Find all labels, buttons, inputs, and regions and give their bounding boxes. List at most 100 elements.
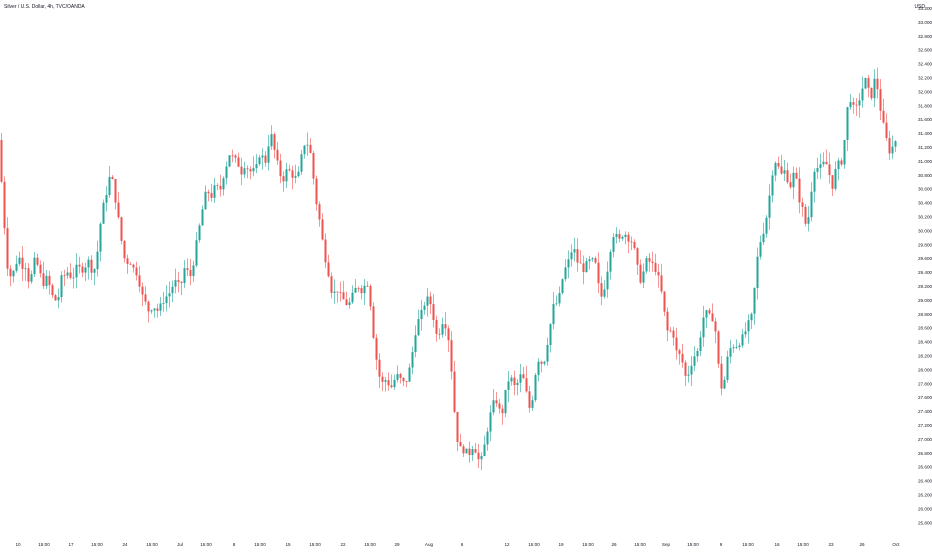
candle-down: [390, 385, 393, 388]
chart-title: Silver / U.S. Dollar, 4h, TVC/OANDA: [4, 4, 85, 10]
candle-down: [240, 166, 243, 175]
candle-up: [243, 168, 246, 175]
candle-down: [291, 170, 294, 178]
candle-down: [54, 295, 57, 301]
candle-down: [39, 264, 42, 274]
x-tick-label: Oct: [892, 542, 900, 547]
candle-up: [543, 361, 546, 364]
candles-layer: [0, 67, 897, 471]
candle-up: [174, 280, 177, 287]
candle-up: [552, 304, 555, 325]
candle-down: [540, 361, 543, 364]
candle-up: [723, 379, 726, 389]
candle-down: [714, 321, 717, 332]
candle-down: [378, 359, 381, 377]
candle-down: [132, 264, 135, 268]
candle-up: [93, 269, 96, 273]
candle-up: [297, 171, 300, 177]
candle-down: [855, 104, 858, 106]
y-tick-label: 30.800: [918, 173, 932, 178]
candle-up: [183, 268, 186, 284]
candle-up: [351, 292, 354, 303]
candle-down: [369, 285, 372, 307]
candle-down: [111, 176, 114, 179]
candle-up: [15, 263, 18, 271]
candle-down: [42, 273, 45, 287]
candle-up: [570, 252, 573, 260]
candle-down: [309, 144, 312, 153]
candle-up: [624, 234, 627, 238]
candle-down: [147, 301, 150, 312]
candle-up: [810, 191, 813, 218]
x-tick-label: 15:00: [742, 542, 754, 547]
candle-down: [120, 217, 123, 241]
candle-up: [417, 319, 420, 336]
candle-up: [471, 449, 474, 456]
candle-up: [393, 379, 396, 388]
candle-up: [645, 258, 648, 272]
candle-down: [36, 257, 39, 265]
candle-up: [846, 107, 849, 140]
candle-up: [486, 431, 489, 445]
candle-down: [525, 378, 528, 392]
candle-down: [435, 320, 438, 334]
y-tick-label: 28.600: [918, 326, 932, 331]
candle-up: [105, 195, 108, 203]
candle-down: [708, 310, 711, 314]
candle-down: [630, 241, 633, 243]
candle-down: [882, 110, 885, 123]
candle-up: [756, 256, 759, 289]
candle-up: [195, 240, 198, 266]
candle-up: [519, 374, 522, 383]
candle-up: [690, 365, 693, 375]
y-tick-label: 27.800: [918, 381, 932, 386]
candle-up: [573, 249, 576, 253]
candle-up: [159, 303, 162, 311]
candle-up: [765, 217, 768, 234]
y-tick-label: 27.400: [918, 409, 932, 414]
candle-up: [84, 267, 87, 273]
candle-up: [729, 348, 732, 357]
candle-down: [600, 283, 603, 297]
candle-down: [669, 330, 672, 332]
candle-up: [99, 223, 102, 252]
candle-down: [429, 296, 432, 305]
candle-up: [18, 257, 21, 264]
candle-up: [285, 169, 288, 182]
x-tick-label: Aug: [425, 542, 434, 547]
candle-down: [684, 362, 687, 376]
candle-down: [444, 324, 447, 329]
candle-up: [747, 320, 750, 332]
candle-up: [759, 242, 762, 257]
candle-up: [255, 164, 258, 169]
candle-up: [585, 261, 588, 272]
candle-up: [792, 172, 795, 188]
x-tick-label: 15:00: [200, 542, 212, 547]
candle-up: [363, 285, 366, 294]
candle-down: [357, 287, 360, 289]
candle-up: [420, 309, 423, 320]
x-tick-label: 29: [394, 542, 400, 547]
candle-down: [129, 263, 132, 265]
y-tick-label: 29.800: [918, 242, 932, 247]
candle-down: [180, 281, 183, 284]
candle-down: [375, 337, 378, 360]
y-axis-unit: USD: [914, 4, 925, 10]
candle-up: [465, 448, 468, 454]
candle-down: [315, 178, 318, 205]
candle-up: [75, 264, 78, 278]
candle-up: [204, 191, 207, 210]
candle-up: [603, 289, 606, 297]
candle-up: [492, 400, 495, 413]
candle-down: [282, 176, 285, 182]
candle-down: [450, 340, 453, 372]
candle-down: [777, 162, 780, 167]
candle-up: [213, 185, 216, 198]
candle-up: [165, 296, 168, 304]
candle-up: [258, 157, 261, 165]
candle-down: [114, 178, 117, 203]
candle-up: [705, 310, 708, 318]
candle-up: [261, 155, 264, 158]
y-tick-label: 31.000: [918, 159, 932, 164]
